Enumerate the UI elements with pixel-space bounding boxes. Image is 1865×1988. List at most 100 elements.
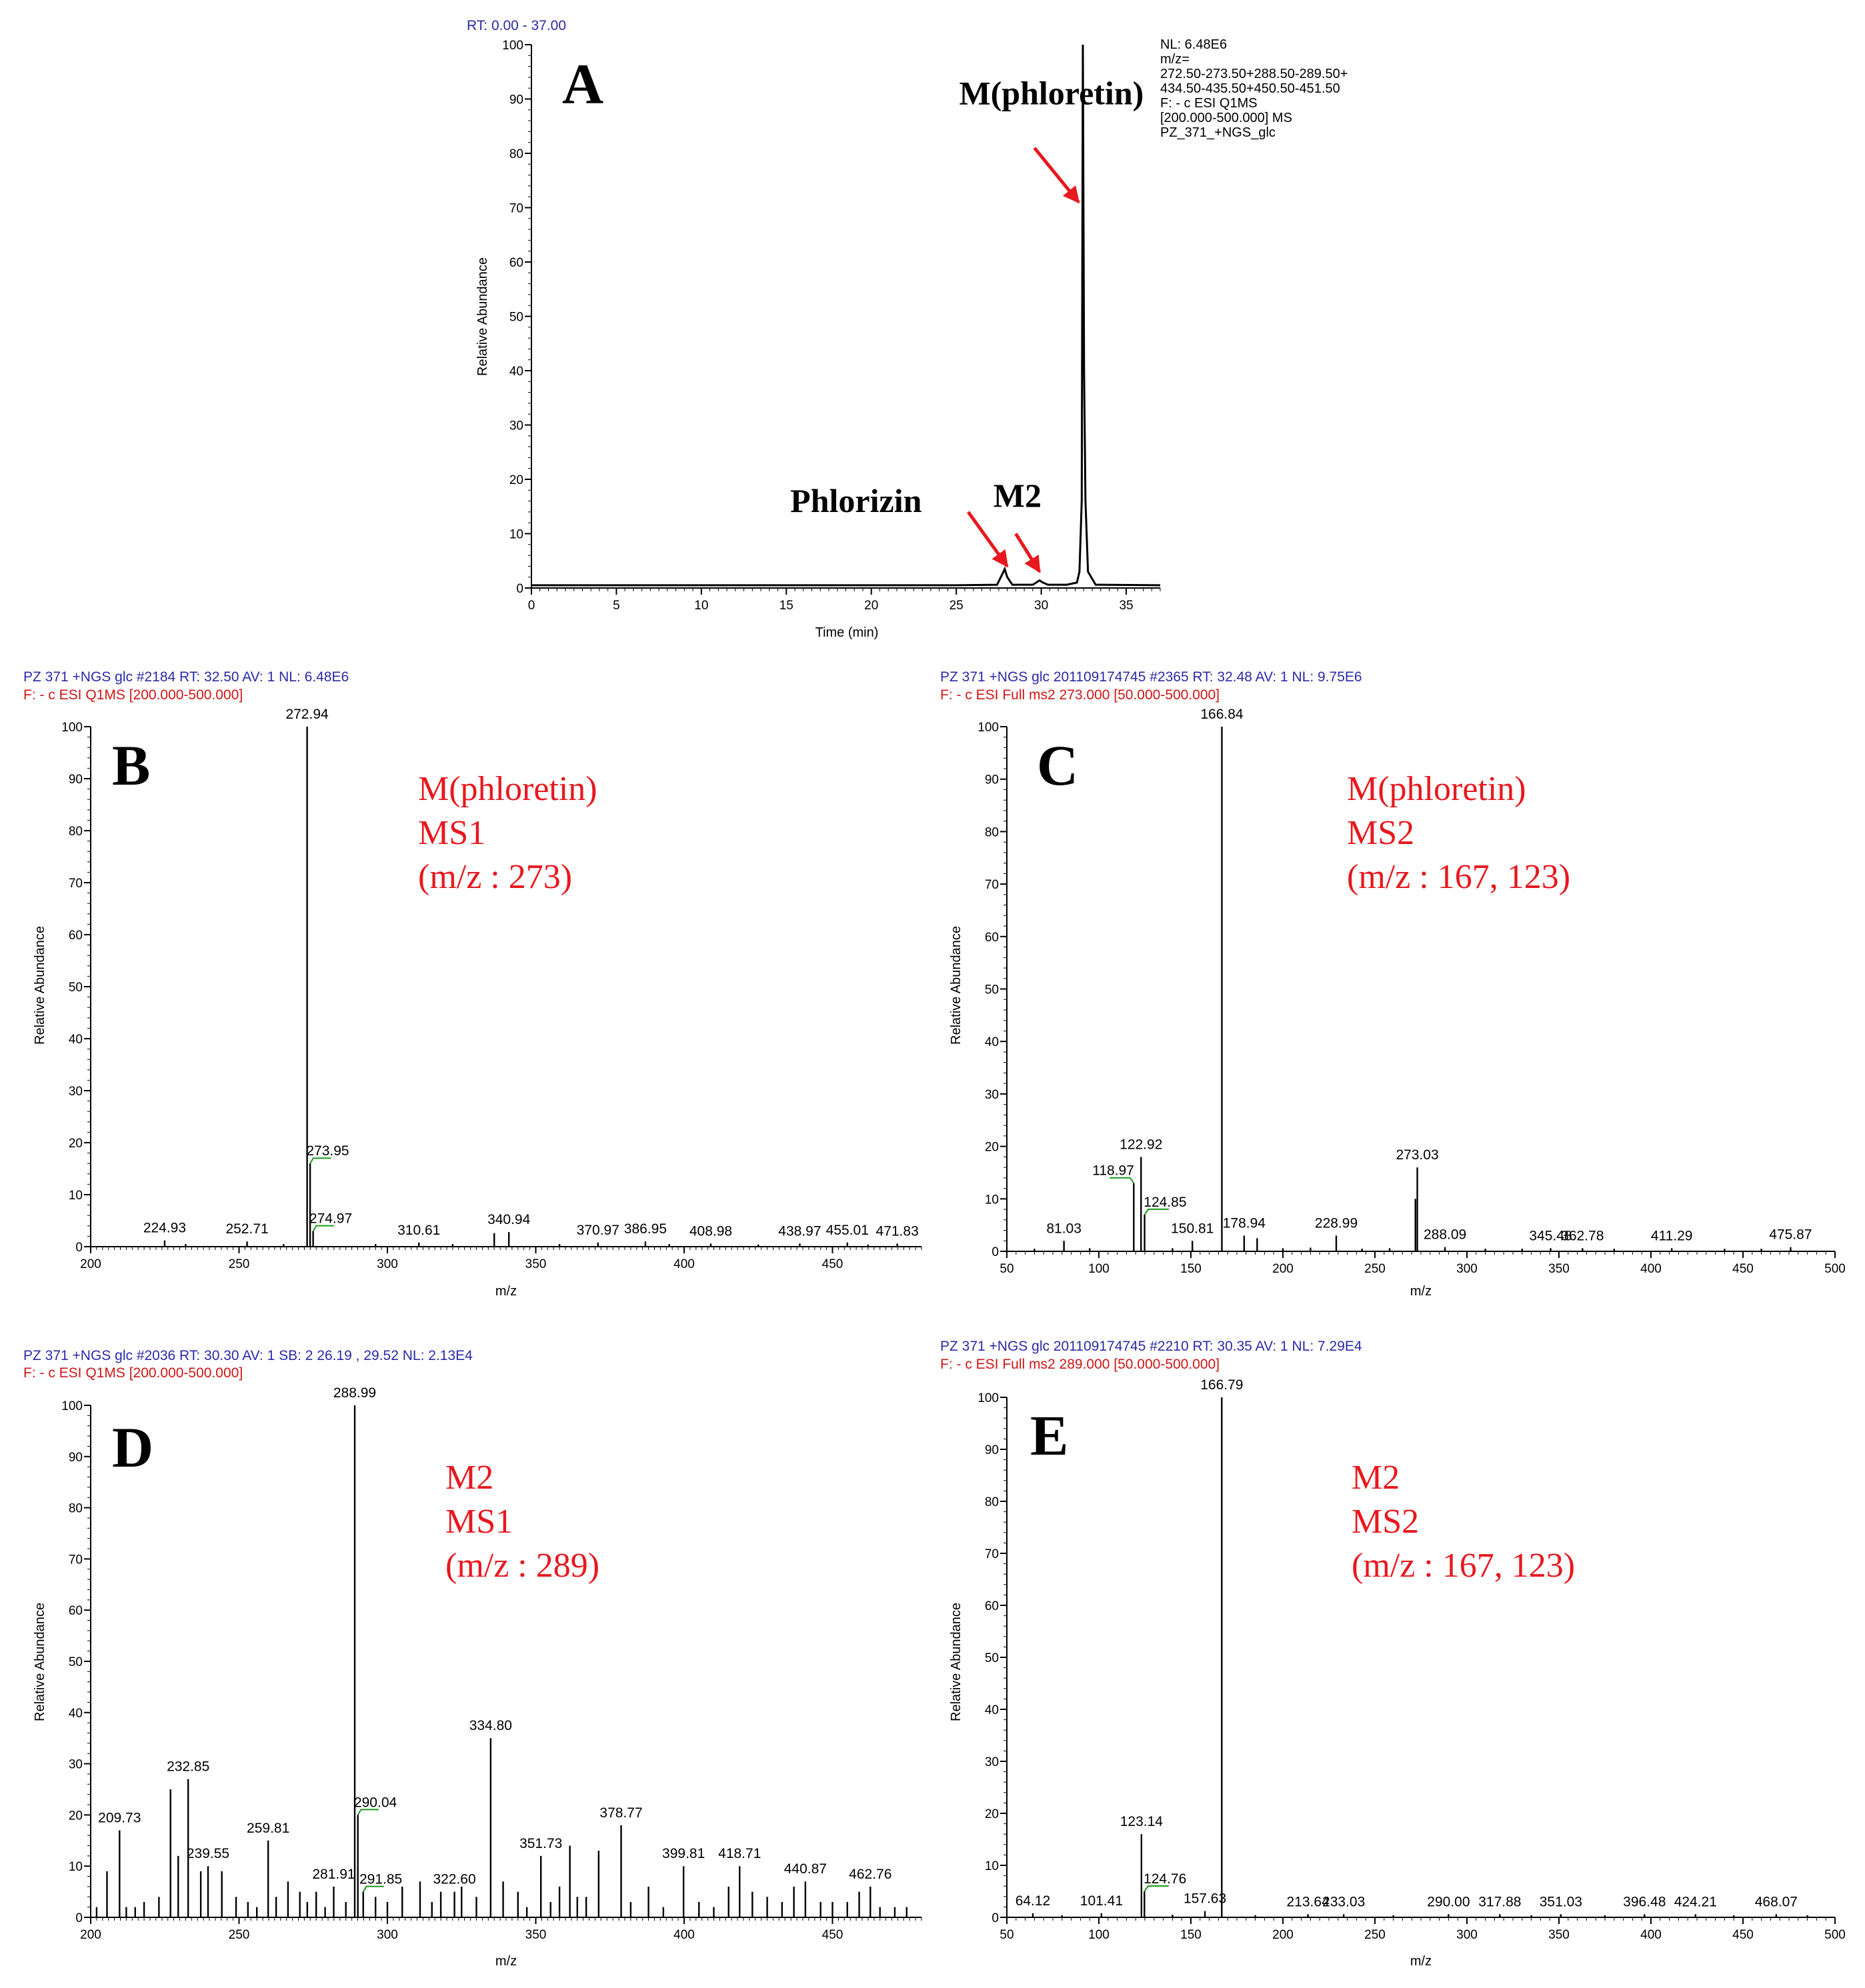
peak-label: 209.73 — [98, 1810, 141, 1825]
x-tick-label: 500 — [1824, 1928, 1846, 1942]
x-tick-label: 300 — [377, 1257, 398, 1271]
peak-label: 166.84 — [1200, 707, 1244, 722]
peak-label: 228.99 — [1315, 1215, 1358, 1231]
x-tick-label: 350 — [525, 1928, 547, 1942]
x-tick-label: 10 — [694, 599, 708, 613]
x-tick-label: 35 — [1119, 599, 1133, 613]
y-tick-label: 40 — [69, 1033, 83, 1047]
x-tick-label: 150 — [1180, 1262, 1202, 1276]
y-tick-label: 30 — [985, 1755, 999, 1769]
annotation-arrow — [1014, 533, 1042, 573]
x-tick-label: 200 — [1272, 1928, 1294, 1942]
peak-label: 386.95 — [624, 1221, 667, 1237]
panel-header-line: F: - c ESI Q1MS [200.000-500.000] — [23, 1365, 243, 1381]
info-line: PZ_371_+NGS_glc — [1160, 125, 1276, 140]
peak-label: 124.76 — [1144, 1871, 1186, 1887]
y-axis-label: Relative Abundance — [33, 1603, 47, 1721]
y-tick-label: 40 — [69, 1707, 83, 1721]
peak-label: 471.83 — [876, 1223, 919, 1239]
y-tick-label: 40 — [985, 1703, 999, 1717]
x-axis-label: m/z — [495, 1954, 517, 1969]
panel-e-spectrum: PZ 371 +NGS glc 201109174745 #2210 RT: 3… — [940, 1339, 1846, 1969]
peak-label: 166.79 — [1200, 1377, 1243, 1393]
annotation-line: (m/z : 167, 123) — [1347, 858, 1570, 896]
annotation-line: M2 — [445, 1459, 493, 1497]
peak-label: 81.03 — [1046, 1221, 1082, 1236]
x-tick-label: 300 — [1456, 1928, 1478, 1942]
x-tick-label: 50 — [1000, 1262, 1014, 1276]
x-axis-label: m/z — [1410, 1284, 1432, 1299]
peak-label: 123.14 — [1120, 1814, 1164, 1829]
y-tick-label: 30 — [69, 1085, 83, 1099]
y-tick-label: 50 — [985, 983, 999, 997]
annotation-line: M2 — [1352, 1459, 1400, 1497]
peak-label: 291.85 — [359, 1872, 402, 1887]
annotation-arrow — [1033, 147, 1080, 204]
panel-header-line: PZ 371 +NGS glc 201109174745 #2365 RT: 3… — [940, 669, 1362, 685]
peak-label: 468.07 — [1755, 1894, 1798, 1909]
panel-header-line: PZ 371 +NGS glc #2036 RT: 30.30 AV: 1 SB… — [23, 1348, 473, 1363]
peak-label: 281.91 — [312, 1867, 355, 1882]
y-tick-label: 90 — [69, 1451, 83, 1465]
x-tick-label: 400 — [1640, 1262, 1662, 1276]
peak-label: 310.61 — [397, 1223, 440, 1238]
x-tick-label: 450 — [1732, 1928, 1754, 1942]
x-tick-label: 450 — [822, 1257, 843, 1271]
annotation-line: (m/z : 289) — [445, 1547, 599, 1585]
peak-label: 408.98 — [689, 1223, 732, 1239]
y-tick-label: 50 — [69, 1655, 83, 1669]
y-tick-label: 80 — [985, 1495, 999, 1509]
peak-annotation: M2 — [994, 477, 1042, 514]
y-tick-label: 0 — [992, 1245, 999, 1259]
x-tick-label: 30 — [1034, 599, 1048, 613]
peak-label: 157.63 — [1184, 1891, 1226, 1907]
peak-label: 213.64 — [1287, 1894, 1330, 1909]
info-line: NL: 6.48E6 — [1160, 37, 1227, 52]
peak-label: 272.94 — [285, 707, 329, 722]
x-tick-label: 50 — [1000, 1928, 1014, 1942]
y-tick-label: 0 — [992, 1911, 999, 1925]
y-tick-label: 90 — [985, 1443, 999, 1457]
info-line: 434.50-435.50+450.50-451.50 — [1160, 81, 1340, 96]
peak-label: 150.81 — [1171, 1221, 1214, 1236]
x-tick-label: 400 — [673, 1928, 695, 1942]
peak-label: 351.03 — [1540, 1894, 1582, 1909]
y-tick-label: 100 — [61, 1399, 83, 1413]
label-leader — [312, 1225, 334, 1232]
peak-label: 232.85 — [167, 1759, 209, 1775]
peak-label: 475.87 — [1769, 1227, 1812, 1243]
y-tick-label: 60 — [985, 1599, 999, 1613]
x-axis-label: m/z — [1410, 1954, 1432, 1969]
y-tick-label: 20 — [985, 1807, 999, 1821]
peak-label: 345.48 — [1529, 1228, 1572, 1243]
y-tick-label: 90 — [509, 93, 523, 107]
peak-annotation: Phlorizin — [790, 482, 921, 519]
peak-label: 273.95 — [306, 1143, 349, 1159]
y-tick-label: 60 — [509, 256, 523, 270]
y-tick-label: 50 — [985, 1651, 999, 1665]
y-tick-label: 80 — [509, 147, 523, 161]
info-line: [200.000-500.000] MS — [1160, 111, 1292, 125]
y-tick-label: 100 — [978, 1391, 999, 1405]
peak-label: 290.04 — [354, 1795, 397, 1810]
peak-label: 101.41 — [1080, 1893, 1123, 1909]
peak-label: 178.94 — [1223, 1215, 1266, 1231]
label-leader — [1144, 1885, 1169, 1892]
panel-header-line: RT: 0.00 - 37.00 — [467, 18, 566, 33]
peak-label: 239.55 — [187, 1846, 229, 1861]
x-tick-label: 200 — [1272, 1262, 1294, 1276]
peak-label: 440.87 — [784, 1861, 827, 1877]
y-tick-label: 20 — [985, 1141, 999, 1155]
panel-a-chromatogram: RT: 0.00 - 37.00 0 5 10 15 20 25 30 35 0 10 20 30 40 5… — [467, 18, 1348, 640]
peak-label: 273.03 — [1396, 1147, 1438, 1163]
x-tick-label: 200 — [80, 1257, 101, 1271]
y-tick-label: 70 — [69, 877, 83, 891]
peak-label: 462.76 — [849, 1867, 891, 1882]
peak-label: 288.99 — [333, 1385, 376, 1401]
y-axis-label: Relative Abundance — [33, 926, 47, 1045]
y-tick-label: 10 — [69, 1860, 83, 1874]
peak-label: 418.71 — [718, 1846, 761, 1861]
x-tick-label: 250 — [1364, 1928, 1386, 1942]
y-axis-label: Relative Abundance — [475, 257, 490, 376]
peak-label: 64.12 — [1016, 1893, 1051, 1909]
